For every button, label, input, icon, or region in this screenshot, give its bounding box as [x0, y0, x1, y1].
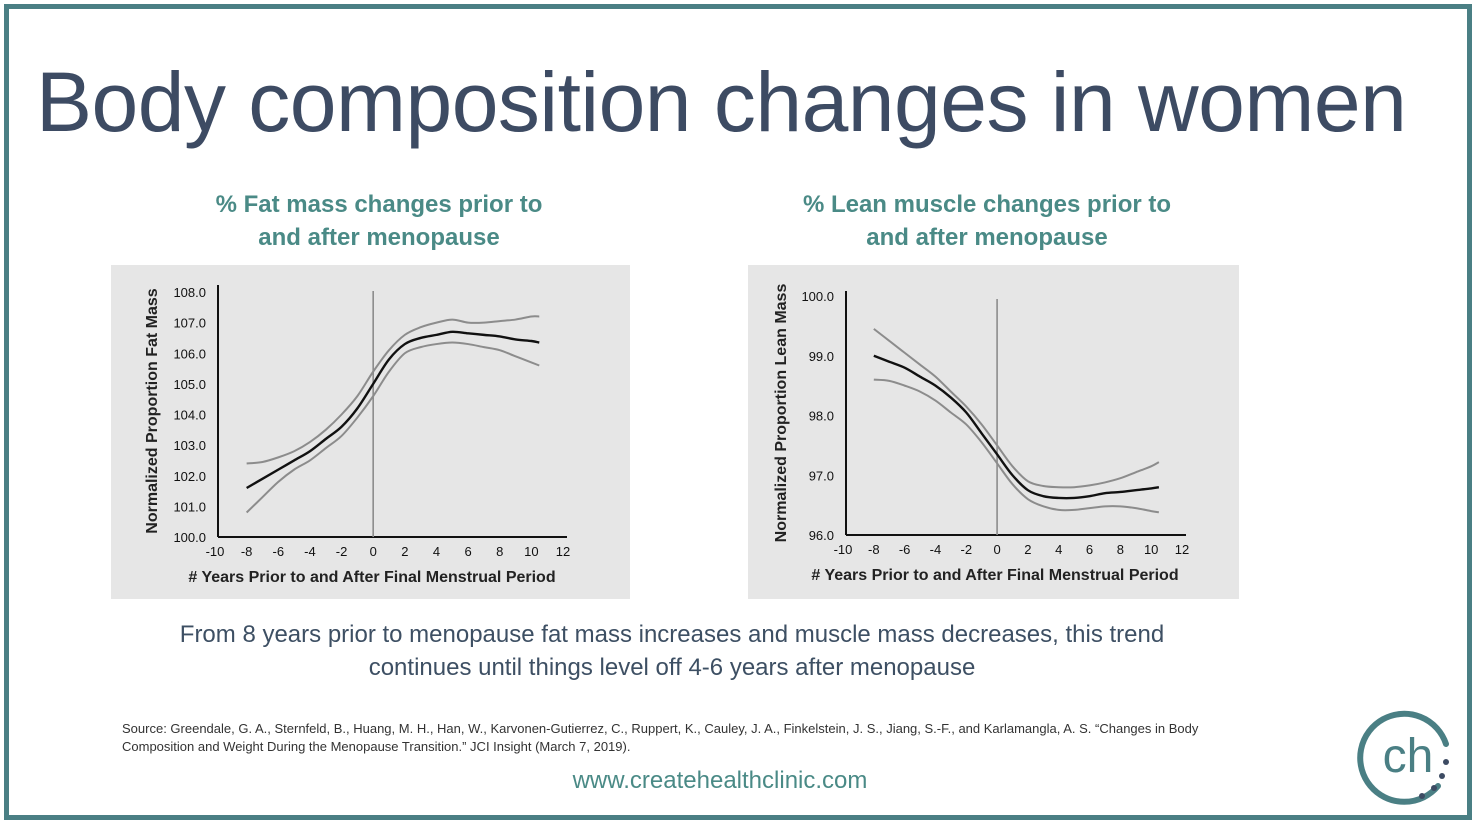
fat-mass-chart-title-line-1: % Fat mass changes prior to [215, 191, 543, 218]
chart1-y-tick-label: 100.0 [801, 289, 834, 304]
chart0-x-tick-label: -6 [272, 544, 284, 559]
chart0-y-axis-label: Normalized Proportion Fat Mass [144, 288, 161, 533]
chart1-y-tick-label: 98.0 [809, 409, 834, 424]
chart0-x-tick-label: 2 [401, 544, 408, 559]
chart1-series-upper-ci [873, 328, 1160, 489]
summary-line-1: From 8 years prior to menopause fat mass… [179, 621, 1165, 648]
chart0-series-lower-ci [245, 341, 540, 514]
chart1-x-tick-label: 4 [1055, 542, 1062, 557]
chart0-y-tick-label: 104.0 [173, 408, 206, 423]
chart1-x-tick-label: -4 [930, 542, 942, 557]
chart0-x-tick-label: 0 [370, 544, 377, 559]
website-link[interactable]: www.createhealthclinic.com [572, 767, 868, 794]
chart0-y-tick-label: 105.0 [173, 377, 206, 392]
lean-mass-chart-title: % Lean muscle changes prior to and after… [727, 188, 1247, 254]
chart0-x-tick-label: 12 [556, 544, 570, 559]
lean-mass-chart: -10 -8 -6 -4 -2 0 2 4 6 8 10 12 96.0 97.0 98.0 99.0 100.… [748, 265, 1239, 599]
source-citation: Source: Greendale, G. A., Sternfeld, B.,… [122, 720, 1282, 756]
logo-text: ch [1383, 730, 1434, 783]
chart1-x-tick-label: -6 [899, 542, 911, 557]
lean-mass-chart-svg: -10 -8 -6 -4 -2 0 2 4 6 8 10 12 96.0 97.0 98.0 99.0 100.… [773, 284, 1189, 584]
chart0-y-tick-label: 108.0 [173, 285, 206, 300]
chart0-x-tick-label: -2 [336, 544, 348, 559]
summary-line-2: continues until things level off 4-6 yea… [368, 654, 976, 681]
ch-circle-logo-icon: ch [1357, 710, 1449, 805]
chart0-y-tick-label: 103.0 [173, 438, 206, 453]
chart1-x-tick-label: 0 [993, 542, 1000, 557]
chart0-x-tick-label: 10 [524, 544, 538, 559]
chart0-x-tick-label: 4 [433, 544, 440, 559]
summary-text: From 8 years prior to menopause fat mass… [120, 618, 1224, 684]
chart1-x-tick-label: -10 [834, 542, 853, 557]
lean-mass-chart-title-line-1: % Lean muscle changes prior to [802, 191, 1172, 218]
chart1-y-tick-label: 99.0 [809, 349, 834, 364]
fat-mass-chart: -10 -8 -6 -4 -2 0 2 4 6 8 10 12 100.0 101.0 102.0 103.0… [111, 265, 630, 599]
chart0-x-axis-label: # Years Prior to and After Final Menstru… [188, 569, 555, 586]
chart0-series-upper-ci [246, 315, 540, 465]
chart1-y-tick-label: 96.0 [809, 528, 834, 543]
chart1-x-tick-label: 12 [1175, 542, 1189, 557]
chart0-y-tick-label: 102.0 [173, 469, 206, 484]
chart1-x-tick-label: 8 [1117, 542, 1124, 557]
chart0-x-tick-label: -8 [241, 544, 253, 559]
chart1-x-tick-label: 2 [1024, 542, 1031, 557]
chart0-x-tick-label: -4 [304, 544, 316, 559]
chart0-x-tick-label: 8 [496, 544, 503, 559]
fat-mass-chart-title-line-2: and after menopause [258, 224, 500, 251]
chart1-x-tick-label: -8 [868, 542, 880, 557]
chart1-y-axis-label: Normalized Proportion Lean Mass [773, 284, 790, 543]
lean-mass-chart-title-line-2: and after menopause [866, 224, 1108, 251]
chart1-x-axis-label: # Years Prior to and After Final Menstru… [811, 567, 1178, 584]
chart1-y-tick-label: 97.0 [809, 468, 834, 483]
fat-mass-chart-svg: -10 -8 -6 -4 -2 0 2 4 6 8 10 12 100.0 101.0 102.0 103.0… [144, 285, 570, 586]
chart1-series-lower-ci [873, 378, 1160, 514]
chart0-y-tick-label: 107.0 [173, 316, 206, 331]
chart1-series-estimate [873, 354, 1160, 500]
slide-title: Body composition changes in women [36, 55, 1407, 149]
chart0-y-tick-label: 100.0 [173, 530, 206, 545]
chart1-x-tick-label: -2 [960, 542, 972, 557]
chart0-y-tick-label: 101.0 [173, 499, 206, 514]
source-line-1: Source: Greendale, G. A., Sternfeld, B.,… [122, 721, 1199, 736]
chart1-x-tick-label: 6 [1086, 542, 1093, 557]
chart0-x-tick-label: 6 [464, 544, 471, 559]
chart0-x-tick-label: -10 [206, 544, 225, 559]
chart0-series-estimate [246, 330, 540, 490]
chart1-x-tick-label: 10 [1144, 542, 1158, 557]
source-line-2: Composition and Weight During the Menopa… [122, 739, 631, 754]
chart0-y-tick-label: 106.0 [173, 346, 206, 361]
fat-mass-chart-title: % Fat mass changes prior to and after me… [119, 188, 639, 254]
